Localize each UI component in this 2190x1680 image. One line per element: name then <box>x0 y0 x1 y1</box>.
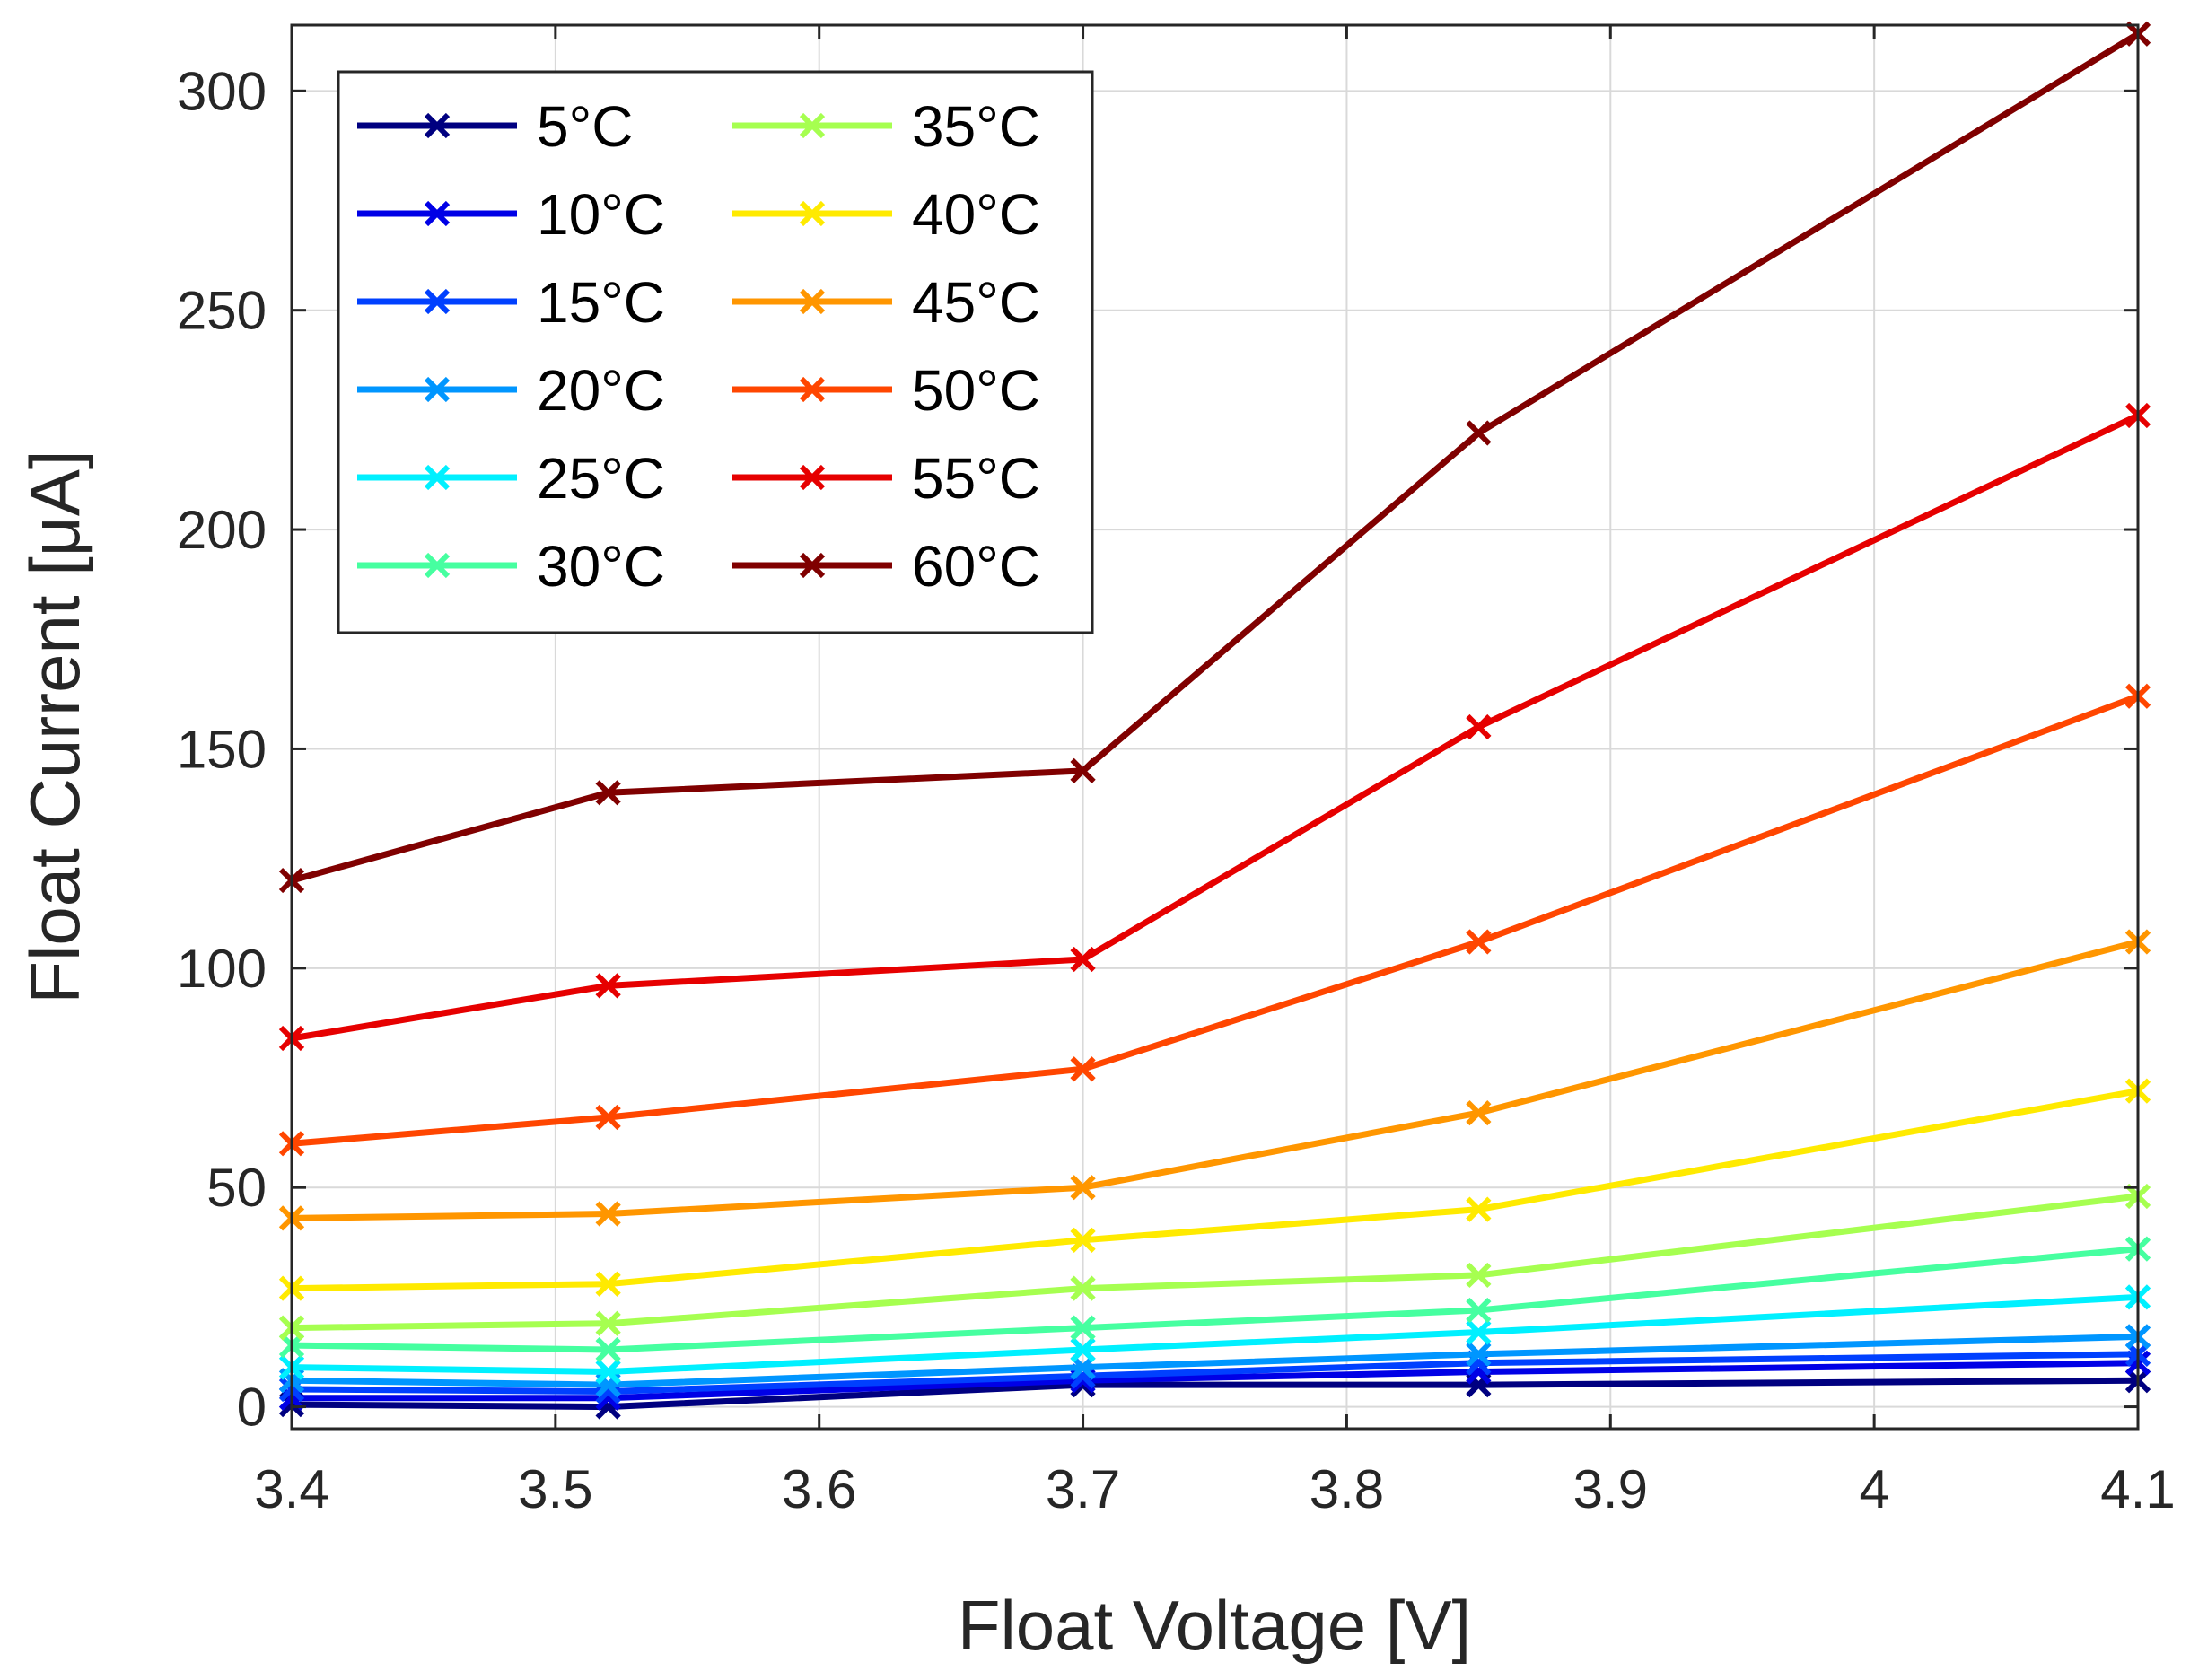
legend-label: 40°C <box>912 182 1040 247</box>
legend-label: 30°C <box>537 534 665 599</box>
legend-label: 25°C <box>537 446 665 511</box>
data-point-marker <box>1070 1227 1096 1253</box>
data-point-marker <box>1466 1319 1492 1345</box>
legend-label: 15°C <box>537 270 665 335</box>
data-point-marker <box>1466 929 1492 955</box>
x-tick-label: 4 <box>1859 1459 1888 1519</box>
data-point-marker <box>1466 1297 1492 1324</box>
legend-swatch-marker <box>799 200 826 227</box>
data-point-marker <box>595 1359 621 1385</box>
legend-swatch-marker <box>424 112 451 139</box>
legend-item: 25°C <box>357 446 665 511</box>
x-tick-label: 4.1 <box>2100 1459 2175 1519</box>
legend-swatch-marker <box>799 464 826 491</box>
data-point-marker <box>1466 420 1492 446</box>
axes-box <box>290 23 2140 1431</box>
legend-item: 40°C <box>732 182 1040 247</box>
y-tick-label: 150 <box>177 719 267 779</box>
legend-item: 50°C <box>732 358 1040 423</box>
legend-item: 55°C <box>732 446 1040 511</box>
legend-item: 60°C <box>732 534 1040 599</box>
data-point-marker <box>1070 1315 1096 1341</box>
y-tick-label: 0 <box>237 1378 267 1438</box>
x-tick-label: 3.4 <box>254 1459 328 1519</box>
y-axis-title: Float Current [μA] <box>15 450 94 1003</box>
data-point-marker <box>1466 1099 1492 1126</box>
legend-swatch-marker <box>799 112 826 139</box>
x-tick-label: 3.7 <box>1046 1459 1120 1519</box>
data-point-marker <box>1070 1175 1096 1201</box>
legend-item: 45°C <box>732 270 1040 335</box>
x-tick-label: 3.6 <box>782 1459 856 1519</box>
legend-item: 30°C <box>357 534 665 599</box>
data-point-marker <box>595 1201 621 1227</box>
data-point-marker <box>1466 1262 1492 1289</box>
legend-label: 5°C <box>537 94 633 159</box>
data-point-marker <box>1466 1341 1492 1368</box>
data-point-marker <box>1466 713 1492 740</box>
legend-swatch-marker <box>799 552 826 579</box>
legend-label: 20°C <box>537 358 665 423</box>
legend-label: 35°C <box>912 94 1040 159</box>
legend-label: 50°C <box>912 358 1040 423</box>
legend-swatch-marker <box>799 288 826 315</box>
legend-box <box>337 70 1094 634</box>
legend-item: 5°C <box>357 94 633 159</box>
legend-swatch-marker <box>424 552 451 579</box>
axis-ticks: 3.4 3.5 3.6 3.7 3.8 3.9 4 4.1 0 50 100 150 200 250 300 <box>177 25 2176 1519</box>
x-tick-label: 3.5 <box>518 1459 592 1519</box>
y-tick-label: 50 <box>206 1158 267 1218</box>
legend-item: 10°C <box>357 182 665 247</box>
legend-item: 20°C <box>357 358 665 423</box>
data-point-marker <box>595 1336 621 1363</box>
legend: 5°C 10°C 15°C 20°C 25°C 30°C 35°C 40°C 45°C 50°C 5… <box>337 70 1094 634</box>
data-point-marker <box>1070 1336 1096 1363</box>
y-tick-label: 200 <box>177 500 267 560</box>
data-point-marker <box>1466 1196 1492 1222</box>
legend-label: 55°C <box>912 446 1040 511</box>
legend-swatch-marker <box>424 376 451 403</box>
legend-item: 35°C <box>732 94 1040 159</box>
x-tick-label: 3.8 <box>1310 1459 1384 1519</box>
legend-label: 10°C <box>537 182 665 247</box>
legend-swatch-marker <box>424 464 451 491</box>
data-point-marker <box>1070 946 1096 973</box>
legend-swatch-marker <box>424 288 451 315</box>
data-point-marker <box>1070 1275 1096 1301</box>
legend-label: 60°C <box>912 534 1040 599</box>
legend-swatch-marker <box>799 376 826 403</box>
x-axis-title: Float Voltage [V] <box>958 1586 1471 1665</box>
y-tick-label: 250 <box>177 281 267 341</box>
legend-label: 45°C <box>912 270 1040 335</box>
data-point-marker <box>1070 757 1096 783</box>
data-point-marker <box>595 1310 621 1336</box>
data-point-marker <box>595 1104 621 1131</box>
legend-item: 15°C <box>357 270 665 335</box>
y-tick-label: 300 <box>177 61 267 121</box>
data-point-marker <box>595 780 621 806</box>
data-point-marker <box>595 973 621 999</box>
data-point-marker <box>595 1271 621 1297</box>
y-tick-label: 100 <box>177 939 267 999</box>
data-point-marker <box>1070 1056 1096 1082</box>
x-tick-label: 3.9 <box>1573 1459 1648 1519</box>
legend-swatch-marker <box>424 200 451 227</box>
